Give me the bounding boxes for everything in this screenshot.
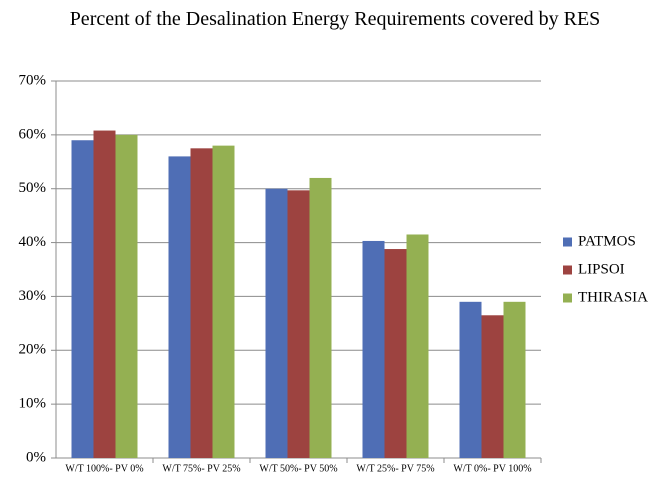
- bar: [115, 134, 138, 458]
- y-tick-label: 10%: [19, 396, 47, 412]
- legend-label: LIPSOI: [578, 261, 625, 277]
- bar: [265, 188, 288, 458]
- y-tick-label: 30%: [19, 288, 47, 304]
- bar: [168, 156, 191, 458]
- y-tick-label: 60%: [19, 126, 47, 142]
- x-tick-label: W/T 75%- PV 25%: [162, 463, 240, 474]
- legend-swatch: [563, 265, 572, 275]
- x-tick-label: W/T 100%- PV 0%: [65, 463, 143, 474]
- legend-swatch: [563, 293, 572, 303]
- x-tick-label: W/T 0%- PV 100%: [453, 463, 531, 474]
- legend-label: PATMOS: [578, 233, 636, 249]
- x-tick-label: W/T 25%- PV 75%: [356, 463, 434, 474]
- bar: [459, 301, 482, 458]
- x-tick-label: W/T 50%- PV 50%: [259, 463, 337, 474]
- bar: [287, 190, 310, 458]
- bar: [212, 145, 235, 458]
- chart-title: Percent of the Desalination Energy Requi…: [69, 8, 601, 30]
- y-tick-label: 40%: [19, 234, 47, 250]
- bar: [406, 234, 429, 458]
- bar: [71, 140, 94, 458]
- y-tick-label: 0%: [26, 449, 46, 465]
- bar: [362, 240, 385, 458]
- y-tick-label: 70%: [19, 72, 47, 88]
- legend-swatch: [563, 237, 572, 247]
- y-tick-label: 20%: [19, 342, 47, 358]
- bar: [309, 177, 332, 458]
- bar: [503, 301, 526, 458]
- bar: [384, 249, 407, 458]
- y-tick-label: 50%: [19, 180, 47, 196]
- bar: [93, 130, 116, 458]
- bar: [481, 315, 504, 458]
- legend-label: THIRASIA: [578, 289, 648, 305]
- bar: [190, 148, 213, 459]
